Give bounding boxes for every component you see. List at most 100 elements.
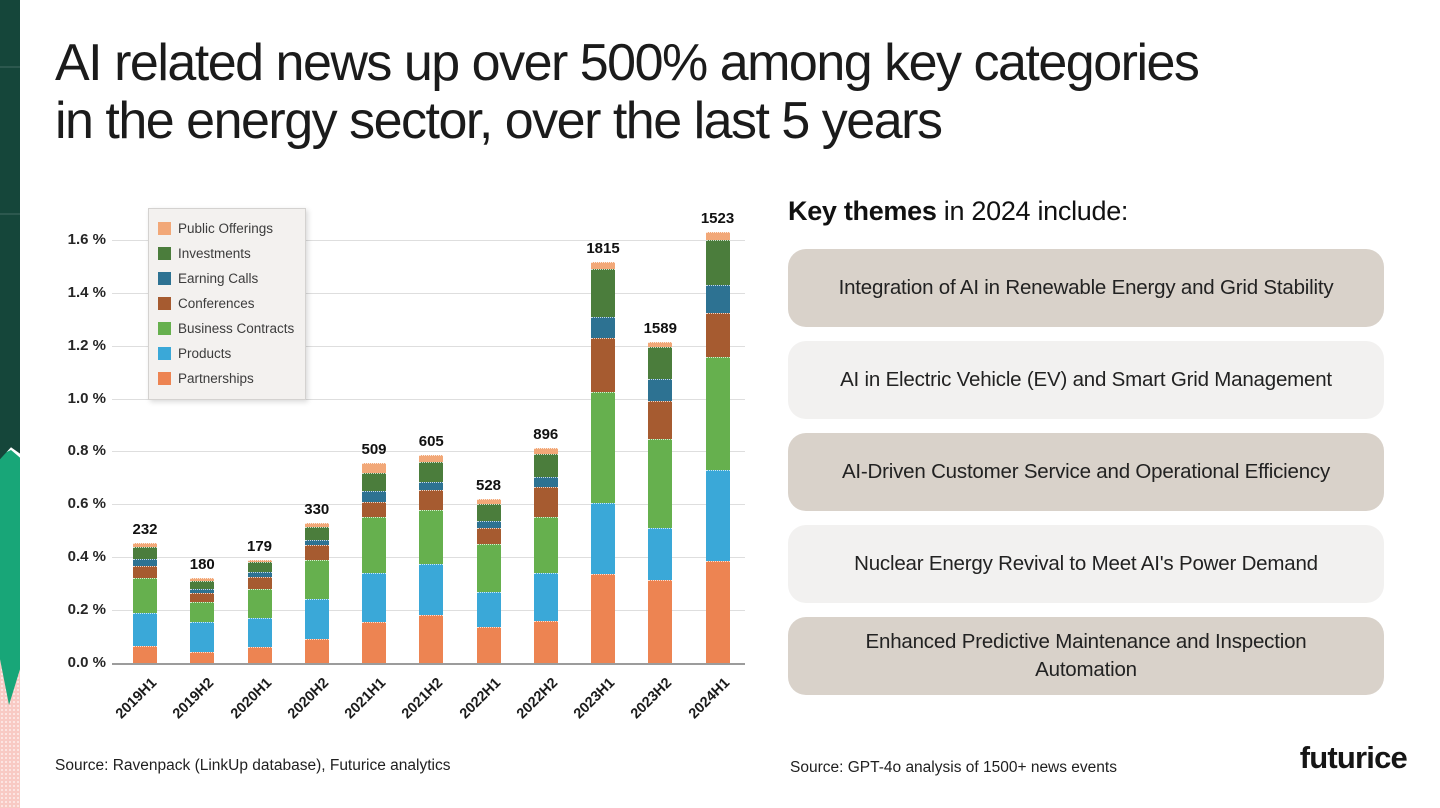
legend-item: Conferences xyxy=(158,291,294,316)
bar-segment-public-offerings xyxy=(362,463,386,473)
bar-segment-business-contracts xyxy=(533,517,558,574)
bar-segment-business-contracts xyxy=(648,439,673,529)
bar-segment-products xyxy=(533,573,558,621)
bar-total-label: 1589 xyxy=(643,319,677,337)
bar-segment-investments xyxy=(705,239,730,285)
stacked-bar-chart: 0.0 % 0.2 % 0.4 % 0.6 % 0.8 % 1.0 % 1.2 % 1.4 %… xyxy=(40,190,760,780)
stacked-bar-2023H1 xyxy=(591,262,615,663)
bar-segment-business-contracts xyxy=(304,559,329,600)
source-note-chart: Source: Ravenpack (LinkUp database), Fut… xyxy=(55,757,451,774)
bar-segment-partnerships xyxy=(362,621,386,663)
bar-segment-earning-calls xyxy=(533,476,558,488)
legend-label: Investments xyxy=(178,246,251,261)
bar-segment-public-offerings xyxy=(705,231,730,240)
legend-swatch-icon xyxy=(158,247,171,260)
stacked-bar-2023H2 xyxy=(648,341,673,663)
bar-segment-products xyxy=(648,528,673,580)
bar-segment-earning-calls xyxy=(705,284,730,313)
bar-segment-products xyxy=(362,573,386,622)
x-axis-tick-label: 2023H1 xyxy=(571,675,619,723)
bar-segment-public-offerings xyxy=(247,559,272,563)
source-note-themes: Source: GPT-4o analysis of 1500+ news ev… xyxy=(790,759,1117,776)
bar-segment-investments xyxy=(362,472,386,492)
legend-item: Partnerships xyxy=(158,366,294,391)
legend-label: Products xyxy=(178,346,232,361)
stacked-bar-2021H1 xyxy=(362,463,386,663)
bar-segment-business-contracts xyxy=(247,588,272,618)
gridline xyxy=(112,398,745,400)
x-axis-tick-label: 2022H1 xyxy=(456,675,504,723)
bar-segment-partnerships xyxy=(705,561,730,663)
bar-total-label: 179 xyxy=(246,537,273,555)
x-axis-line xyxy=(112,663,745,665)
stacked-bar-2020H2 xyxy=(304,522,329,663)
y-axis-tick-label: 1.2 % xyxy=(67,336,106,354)
gridline xyxy=(112,345,745,347)
bar-segment-investments xyxy=(419,461,444,482)
bar-total-label: 605 xyxy=(418,433,444,451)
key-themes-panel: Key themes in 2024 include: Integration … xyxy=(788,196,1384,709)
bar-segment-earning-calls xyxy=(133,558,157,567)
bar-segment-investments xyxy=(648,346,673,379)
legend-swatch-icon xyxy=(158,297,171,310)
strip-dark-green-block xyxy=(0,0,20,460)
bar-segment-public-offerings xyxy=(304,522,329,527)
theme-box-4: Nuclear Energy Revival to Meet AI's Powe… xyxy=(788,525,1384,603)
bar-total-label: 1523 xyxy=(700,209,735,227)
bar-segment-products xyxy=(304,599,329,640)
bar-segment-investments xyxy=(304,526,329,540)
theme-box-3: AI-Driven Customer Service and Operation… xyxy=(788,433,1384,511)
bar-segment-partnerships xyxy=(419,615,444,663)
theme-box-1: Integration of AI in Renewable Energy an… xyxy=(788,249,1384,327)
bar-segment-conferences xyxy=(362,501,386,518)
bar-segment-investments xyxy=(133,546,157,559)
key-themes-heading-bold: Key themes xyxy=(788,196,937,226)
legend-label: Earning Calls xyxy=(178,271,259,286)
stacked-bar-2024H1 xyxy=(705,231,730,663)
legend-item: Business Contracts xyxy=(158,316,294,341)
bar-segment-conferences xyxy=(591,337,615,392)
bar-segment-earning-calls xyxy=(476,521,501,529)
y-axis-tick-label: 0.6 % xyxy=(67,495,106,513)
page-title: AI related news up over 500% among key c… xyxy=(55,34,1200,150)
bar-segment-conferences xyxy=(133,566,157,579)
bar-segment-business-contracts xyxy=(591,391,615,503)
bar-segment-public-offerings xyxy=(190,577,215,581)
bar-segment-business-contracts xyxy=(133,578,157,613)
bar-segment-partnerships xyxy=(304,639,329,663)
x-axis-tick-label: 2021H2 xyxy=(399,675,447,723)
bar-segment-products xyxy=(133,612,157,646)
bar-segment-partnerships xyxy=(591,574,615,663)
bar-segment-products xyxy=(247,618,272,648)
y-axis-tick-label: 1.6 % xyxy=(67,230,106,248)
bar-segment-earning-calls xyxy=(419,481,444,490)
bar-total-label: 509 xyxy=(361,441,387,459)
stacked-bar-2019H1 xyxy=(133,543,157,663)
bar-segment-public-offerings xyxy=(591,262,615,269)
legend-swatch-icon xyxy=(158,372,171,385)
title-line-1: AI related news up over 500% among key c… xyxy=(55,34,1200,92)
y-axis-tick-label: 0.8 % xyxy=(67,442,106,460)
bar-segment-conferences xyxy=(705,312,730,358)
bar-segment-products xyxy=(705,469,730,562)
legend-label: Partnerships xyxy=(178,371,254,386)
legend-item: Earning Calls xyxy=(158,266,294,291)
bar-segment-partnerships xyxy=(190,652,215,663)
bar-segment-earning-calls xyxy=(304,539,329,546)
bar-segment-conferences xyxy=(533,487,558,518)
bar-segment-conferences xyxy=(247,577,272,589)
futurice-logo: futurice xyxy=(1299,740,1408,775)
theme-box-5: Enhanced Predictive Maintenance and Insp… xyxy=(788,617,1384,695)
legend-label: Public Offerings xyxy=(178,221,274,236)
bar-segment-public-offerings xyxy=(476,499,501,505)
bar-segment-products xyxy=(476,591,501,628)
bar-total-label: 896 xyxy=(533,426,559,444)
x-axis-tick-label: 2019H1 xyxy=(113,675,161,723)
bar-total-label: 330 xyxy=(304,500,330,518)
bar-segment-public-offerings xyxy=(533,448,558,455)
x-axis-tick-label: 2019H2 xyxy=(170,675,218,723)
legend-item: Investments xyxy=(158,241,294,266)
x-axis-tick-label: 2023H2 xyxy=(628,675,676,723)
x-axis-tick-label: 2021H1 xyxy=(342,675,390,723)
legend-item: Public Offerings xyxy=(158,216,294,241)
